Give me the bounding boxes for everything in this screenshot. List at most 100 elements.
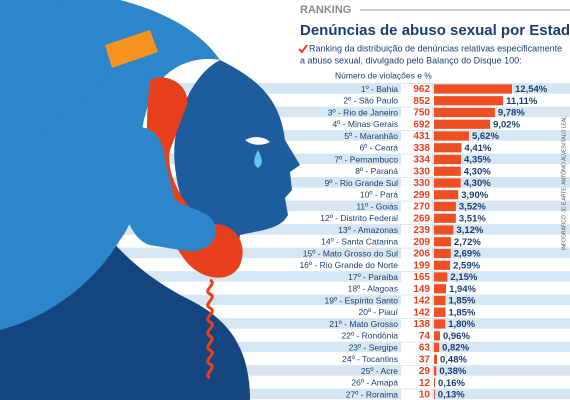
value-label: 3,52% bbox=[459, 202, 486, 213]
count-label: 269 bbox=[413, 213, 430, 224]
count-box bbox=[401, 295, 432, 306]
category-label: 14º - Santa Catarina bbox=[321, 237, 398, 247]
count-label: 138 bbox=[413, 319, 430, 330]
row-stripe bbox=[0, 106, 570, 118]
count-box bbox=[401, 330, 432, 341]
count-label: 74 bbox=[419, 331, 431, 342]
row-stripe bbox=[0, 365, 570, 376]
count-box bbox=[401, 95, 432, 106]
category-label: 9º - Rio Grande Sul bbox=[325, 178, 399, 188]
bar bbox=[434, 354, 437, 364]
value-label: 4,30% bbox=[464, 178, 491, 189]
row-stripe bbox=[0, 94, 570, 106]
value-label: 1,80% bbox=[448, 319, 475, 330]
bar bbox=[434, 166, 461, 176]
category-label: 12º - Distrito Federal bbox=[320, 213, 398, 223]
count-label: 750 bbox=[413, 108, 430, 119]
category-label: 10º - Pará bbox=[360, 190, 398, 200]
row-stripe bbox=[0, 318, 570, 329]
subtitle: Ranking da distribuição de denúncias rel… bbox=[309, 43, 562, 53]
count-box bbox=[401, 389, 432, 400]
count-box bbox=[401, 213, 432, 224]
count-box bbox=[401, 260, 432, 271]
category-label: 19º - Espírito Santo bbox=[324, 295, 398, 305]
value-label: 11,11% bbox=[506, 96, 538, 107]
bar bbox=[434, 154, 462, 165]
row-stripe bbox=[0, 329, 570, 341]
value-label: 0,48% bbox=[440, 354, 467, 365]
count-label: 37 bbox=[419, 354, 431, 365]
bar bbox=[434, 260, 451, 270]
count-label: 852 bbox=[413, 96, 430, 107]
bar bbox=[434, 284, 447, 294]
value-label: 2,15% bbox=[450, 272, 477, 283]
bar bbox=[434, 307, 446, 317]
bar bbox=[434, 319, 446, 329]
row-stripe bbox=[0, 341, 570, 353]
count-box bbox=[401, 319, 432, 329]
subtitle: a abuso sexual, divulgado pelo Balanço d… bbox=[300, 55, 522, 65]
count-label: 334 bbox=[413, 155, 430, 166]
bar bbox=[434, 107, 495, 118]
category-label: 13º - Amazonas bbox=[338, 225, 398, 235]
row-stripe bbox=[0, 83, 570, 94]
value-label: 3,51% bbox=[459, 213, 486, 224]
count-label: 199 bbox=[413, 260, 430, 271]
kicker: RANKING bbox=[300, 4, 351, 16]
category-label: 7º - Pernambuco bbox=[334, 154, 398, 164]
count-label: 299 bbox=[413, 190, 430, 201]
count-box bbox=[401, 307, 432, 318]
count-box bbox=[401, 189, 432, 200]
value-label: 9,78% bbox=[498, 108, 525, 119]
bar bbox=[434, 331, 440, 341]
category-label: 23º - Sergipe bbox=[349, 342, 399, 352]
value-label: 4,41% bbox=[464, 143, 491, 154]
bar bbox=[434, 84, 512, 94]
category-label: 3º - Rio de Janeiro bbox=[328, 107, 398, 117]
illustration bbox=[0, 0, 300, 400]
bar bbox=[434, 143, 462, 153]
bar bbox=[434, 213, 456, 223]
tear bbox=[254, 150, 262, 168]
bar bbox=[434, 225, 454, 235]
category-label: 6º - Ceará bbox=[359, 143, 398, 153]
value-label: 0,16% bbox=[438, 378, 465, 389]
count-box bbox=[401, 377, 432, 388]
ponytail bbox=[26, 0, 132, 140]
row-stripe bbox=[0, 224, 570, 235]
count-box bbox=[401, 236, 432, 247]
count-label: 962 bbox=[413, 84, 430, 95]
bar bbox=[434, 378, 435, 388]
value-label: 4,35% bbox=[464, 155, 491, 166]
bar bbox=[434, 272, 448, 282]
value-label: 12,54% bbox=[515, 84, 548, 95]
category-label: 24º - Tocantins bbox=[342, 354, 398, 364]
row-stripe bbox=[0, 247, 570, 259]
count-label: 239 bbox=[413, 225, 430, 236]
row-stripe bbox=[0, 353, 570, 364]
count-label: 206 bbox=[413, 249, 430, 260]
count-label: 12 bbox=[419, 378, 431, 389]
category-label: 26º - Amapá bbox=[351, 378, 398, 388]
value-label: 0,13% bbox=[438, 390, 465, 400]
category-label: 15º - Mato Grosso do Sul bbox=[303, 248, 398, 258]
category-label: 25º - Acre bbox=[361, 366, 398, 376]
value-label: 3,90% bbox=[461, 190, 488, 201]
count-box bbox=[401, 225, 432, 235]
row-stripe bbox=[0, 294, 570, 306]
count-label: 63 bbox=[419, 343, 431, 354]
hair-band bbox=[105, 30, 158, 68]
value-label: 0,82% bbox=[442, 343, 469, 354]
count-label: 142 bbox=[413, 296, 430, 307]
count-box bbox=[401, 131, 432, 141]
chart-title: Denúncias de abuso sexual por Estado bbox=[300, 22, 570, 39]
bar bbox=[434, 96, 504, 106]
count-box bbox=[401, 283, 432, 294]
count-label: 209 bbox=[413, 237, 430, 248]
column-label: Número de violações e % bbox=[335, 70, 432, 80]
bar bbox=[434, 119, 491, 129]
count-label: 165 bbox=[413, 272, 430, 283]
category-label: 5º - Maranhão bbox=[344, 131, 398, 141]
category-label: 11º - Goiás bbox=[356, 201, 398, 211]
row-stripe bbox=[0, 376, 570, 388]
